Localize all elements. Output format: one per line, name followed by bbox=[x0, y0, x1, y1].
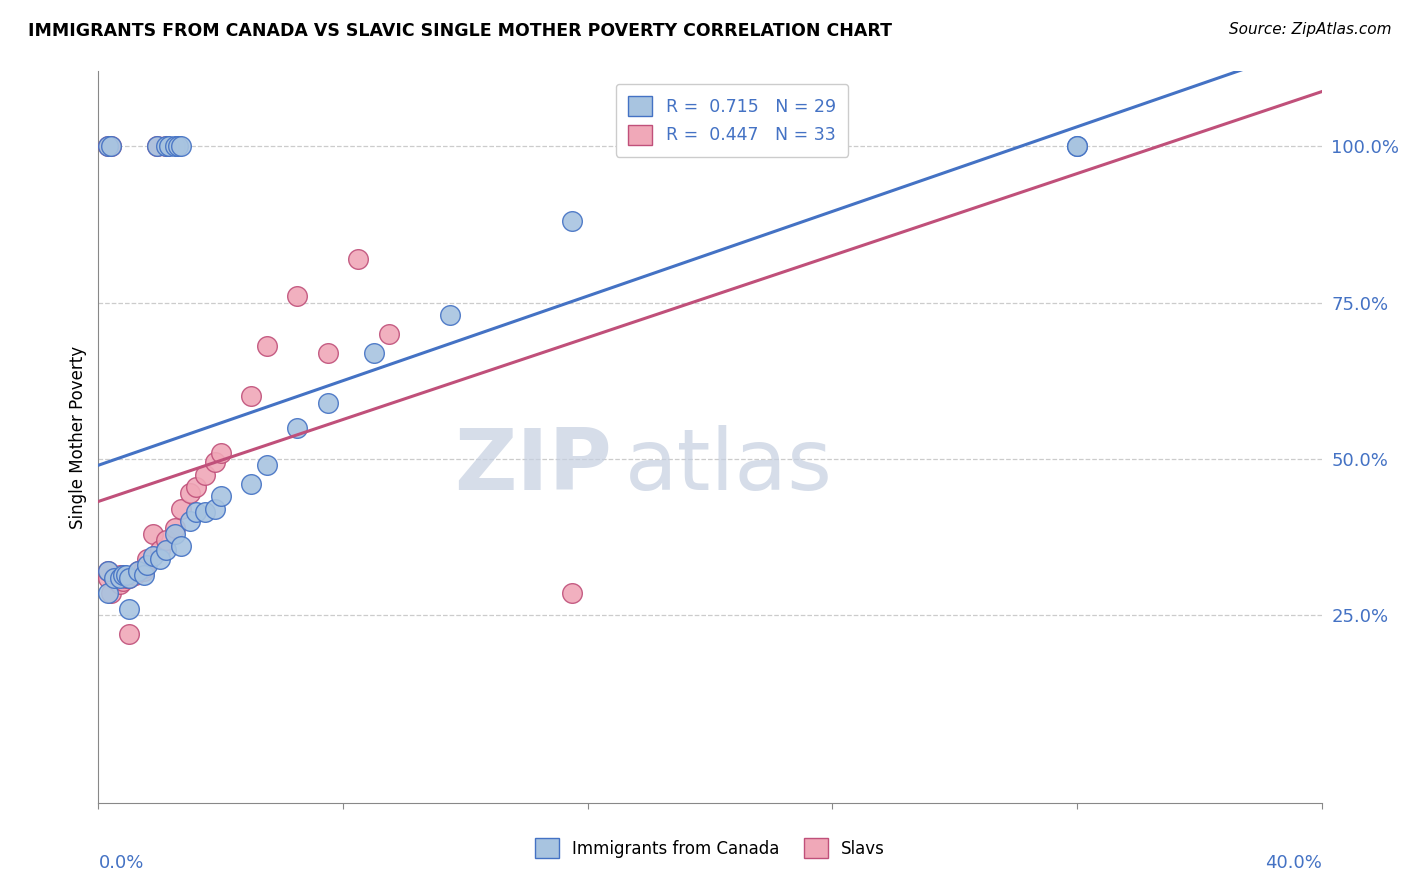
Point bbox=[157, 139, 180, 153]
Point bbox=[115, 567, 138, 582]
Point bbox=[136, 552, 159, 566]
Point bbox=[186, 505, 208, 519]
Point bbox=[316, 395, 339, 409]
Point bbox=[105, 574, 128, 588]
Point bbox=[145, 139, 167, 153]
Point bbox=[285, 420, 308, 434]
Point bbox=[316, 345, 339, 359]
Point bbox=[124, 567, 146, 582]
Legend: Immigrants from Canada, Slavs: Immigrants from Canada, Slavs bbox=[526, 829, 894, 868]
Point bbox=[204, 502, 226, 516]
Text: IMMIGRANTS FROM CANADA VS SLAVIC SINGLE MOTHER POVERTY CORRELATION CHART: IMMIGRANTS FROM CANADA VS SLAVIC SINGLE … bbox=[28, 22, 893, 40]
Point bbox=[163, 139, 186, 153]
Point bbox=[145, 139, 167, 153]
Point bbox=[209, 490, 232, 504]
Point bbox=[561, 586, 583, 600]
Point bbox=[142, 527, 165, 541]
Point bbox=[285, 289, 308, 303]
Point bbox=[167, 139, 190, 153]
Point bbox=[134, 561, 156, 575]
Point bbox=[100, 139, 122, 153]
Point bbox=[439, 308, 461, 322]
Point bbox=[179, 486, 201, 500]
Y-axis label: Single Mother Poverty: Single Mother Poverty bbox=[69, 345, 87, 529]
Point bbox=[134, 565, 156, 579]
Point bbox=[561, 214, 583, 228]
Point bbox=[118, 602, 141, 616]
Point bbox=[1066, 139, 1088, 153]
Text: 0.0%: 0.0% bbox=[98, 854, 143, 872]
Point bbox=[100, 586, 122, 600]
Point bbox=[115, 571, 138, 585]
Point bbox=[136, 558, 159, 573]
Point bbox=[97, 586, 120, 600]
Point bbox=[127, 565, 149, 579]
Text: Source: ZipAtlas.com: Source: ZipAtlas.com bbox=[1229, 22, 1392, 37]
Point bbox=[97, 139, 120, 153]
Point bbox=[118, 571, 141, 585]
Point bbox=[155, 139, 177, 153]
Point bbox=[186, 480, 208, 494]
Point bbox=[108, 577, 131, 591]
Point bbox=[363, 345, 385, 359]
Point bbox=[170, 139, 193, 153]
Point bbox=[155, 533, 177, 548]
Point bbox=[155, 542, 177, 557]
Point bbox=[118, 571, 141, 585]
Point bbox=[163, 527, 186, 541]
Point bbox=[149, 552, 172, 566]
Point bbox=[155, 139, 177, 153]
Point bbox=[170, 502, 193, 516]
Text: 40.0%: 40.0% bbox=[1265, 854, 1322, 872]
Point bbox=[142, 549, 165, 563]
Point bbox=[103, 571, 125, 585]
Point bbox=[108, 571, 131, 585]
Point bbox=[194, 467, 217, 482]
Point bbox=[194, 505, 217, 519]
Point bbox=[378, 326, 401, 341]
Point bbox=[256, 458, 278, 473]
Point bbox=[179, 515, 201, 529]
Point bbox=[256, 339, 278, 353]
Point bbox=[118, 627, 141, 641]
Point bbox=[100, 139, 122, 153]
Point bbox=[170, 540, 193, 554]
Point bbox=[97, 565, 120, 579]
Point bbox=[127, 565, 149, 579]
Point bbox=[134, 567, 156, 582]
Point bbox=[111, 574, 134, 588]
Point bbox=[240, 389, 263, 403]
Point bbox=[347, 252, 370, 266]
Point bbox=[97, 565, 120, 579]
Point bbox=[163, 521, 186, 535]
Point bbox=[111, 567, 134, 582]
Point bbox=[1066, 139, 1088, 153]
Point bbox=[149, 542, 172, 557]
Point bbox=[204, 455, 226, 469]
Point bbox=[108, 567, 131, 582]
Point bbox=[209, 446, 232, 460]
Point bbox=[97, 139, 120, 153]
Text: ZIP: ZIP bbox=[454, 425, 612, 508]
Point bbox=[240, 477, 263, 491]
Text: atlas: atlas bbox=[624, 425, 832, 508]
Point bbox=[103, 571, 125, 585]
Point bbox=[97, 571, 120, 585]
